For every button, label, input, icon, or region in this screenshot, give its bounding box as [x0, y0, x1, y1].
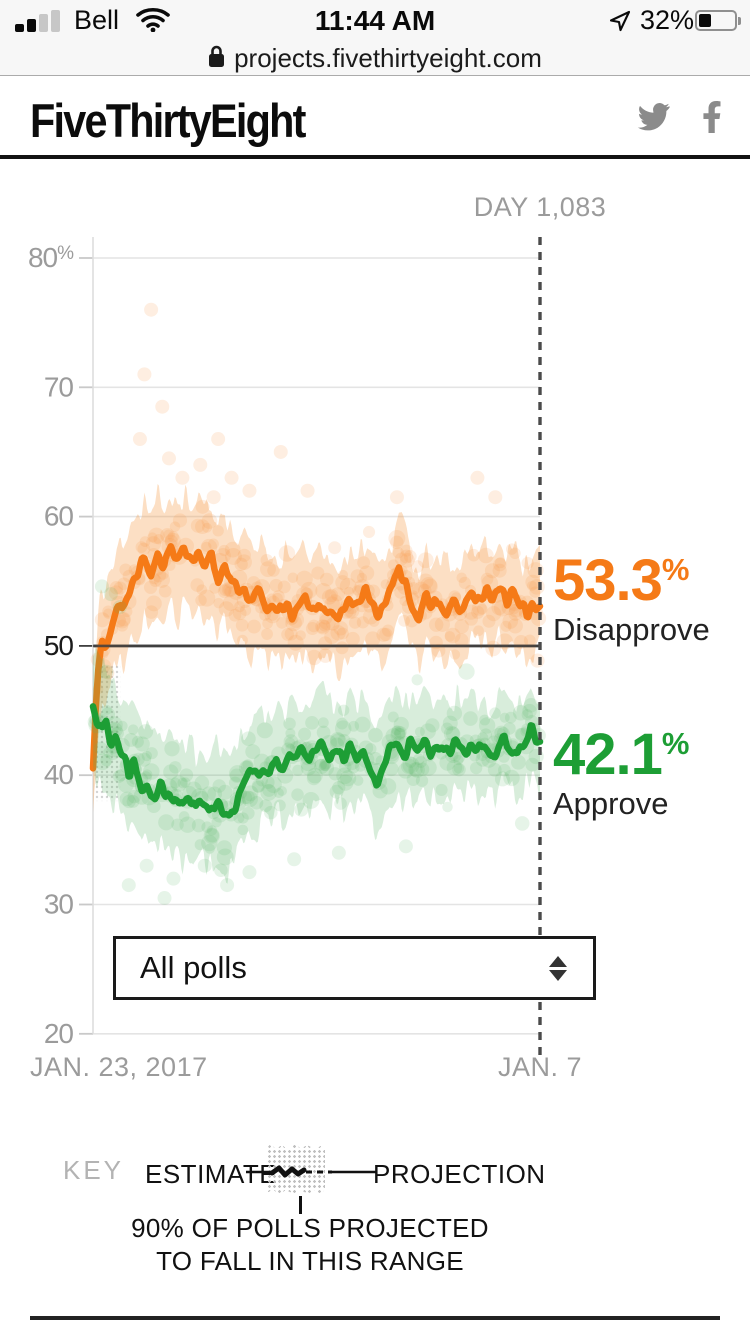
status-bar: Bell 11:44 AM 32% — [0, 0, 750, 42]
url-bar[interactable]: projects.fivethirtyeight.com — [0, 40, 750, 76]
svg-text:60: 60 — [44, 501, 74, 532]
day-counter-label: DAY 1,083 — [473, 192, 607, 222]
disapprove-percent-sign: % — [661, 552, 690, 587]
battery-icon — [695, 10, 741, 31]
wifi-icon — [136, 7, 170, 37]
key-note: 90% OF POLLS PROJECTED TO FALL IN THIS R… — [131, 1213, 489, 1277]
svg-text:40: 40 — [44, 759, 74, 790]
top-bars: Bell 11:44 AM 32% — [0, 0, 750, 76]
svg-text:80%: 80% — [28, 242, 74, 273]
x-axis-start-label: JAN. 23, 2017 — [30, 1052, 208, 1082]
dropdown-arrows-icon — [549, 955, 567, 981]
twitter-icon[interactable] — [637, 101, 674, 138]
disapprove-caption: Disapprove — [553, 612, 710, 647]
svg-text:20: 20 — [44, 1018, 74, 1049]
facebook-icon[interactable] — [702, 99, 722, 140]
key-line-sample — [246, 1165, 376, 1178]
clock: 11:44 AM — [314, 5, 436, 36]
bottom-divider — [30, 1316, 720, 1320]
cell-signal-icon — [15, 10, 67, 32]
key-pointer-line — [299, 1196, 302, 1214]
site-logo[interactable]: FiveThirtyEight — [30, 94, 306, 147]
poll-filter-selected: All polls — [140, 950, 247, 985]
approve-percent-sign: % — [661, 726, 690, 761]
svg-text:50: 50 — [44, 630, 74, 661]
carrier-label: Bell — [74, 5, 120, 35]
location-arrow-icon — [608, 9, 632, 38]
svg-text:30: 30 — [44, 889, 74, 920]
disapprove-stat: 53.3% Disapprove — [553, 552, 748, 648]
approval-chart: 20 30 40 50 60 70 80% — [28, 237, 547, 1058]
approve-stat: 42.1% Approve — [553, 726, 748, 822]
svg-text:70: 70 — [44, 371, 74, 402]
site-header: FiveThirtyEight — [0, 77, 750, 159]
approve-value: 42.1 — [553, 722, 663, 787]
approve-caption: Approve — [553, 786, 669, 821]
key-title: KEY — [63, 1155, 125, 1185]
poll-filter-dropdown[interactable]: All polls — [113, 936, 596, 1000]
url-domain[interactable]: projects.fivethirtyeight.com — [234, 42, 542, 73]
x-axis-end-label: JAN. 7 — [497, 1052, 583, 1082]
key-projection-label: PROJECTION — [373, 1159, 546, 1189]
disapprove-value: 53.3 — [553, 548, 663, 613]
key-estimate-label: ESTIMATE — [145, 1159, 278, 1189]
battery-percent-label: 32% — [640, 5, 695, 35]
lock-icon — [208, 44, 225, 73]
